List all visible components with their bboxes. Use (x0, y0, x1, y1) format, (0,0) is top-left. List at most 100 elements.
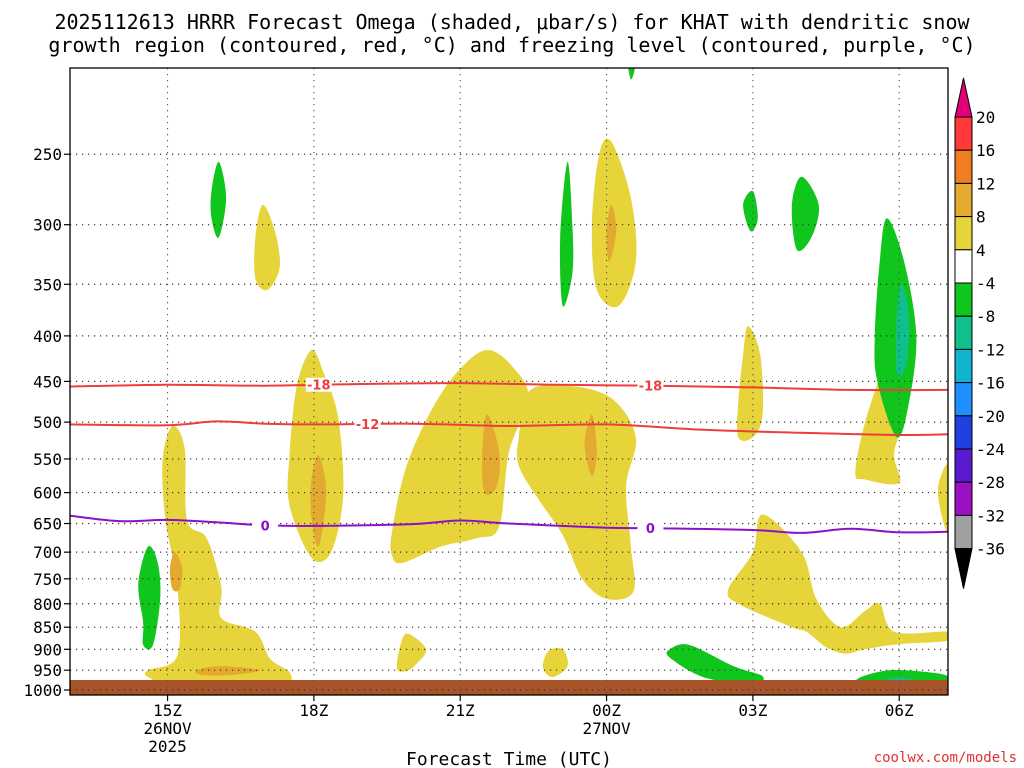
colorbar-segment-4 (954, 249, 973, 284)
y-tick-label-400: 400 (33, 327, 62, 346)
y-tick-label-1000: 1000 (23, 681, 62, 700)
colorbar-label-4: 4 (976, 241, 986, 260)
isotherm-label-bg (305, 377, 332, 392)
isotherm-contours (70, 382, 948, 534)
isotherm-labels: -18 -18 -12 0 0 (252, 377, 664, 537)
colorbar-top-arrow (954, 77, 973, 118)
colorbar-segment-8 (954, 382, 973, 417)
x-tick-label-18Z-0: 18Z (299, 701, 328, 720)
omega-region-17 (606, 204, 617, 262)
omega-region-0 (144, 425, 292, 687)
chart-title-line2: growth region (contoured, red, °C) and f… (48, 33, 975, 57)
isotherm-label-bg (637, 378, 664, 393)
colorbar-segment-3 (954, 216, 973, 251)
omega-region-28 (895, 284, 910, 377)
y-tick-label-250: 250 (33, 145, 62, 164)
y-tick-label-700: 700 (33, 543, 62, 562)
omega-region-8 (736, 326, 764, 441)
y-axis: 250 300 350 400 450 500 550 600 650 700 750 800 850 9… (23, 145, 70, 700)
x-tick-label-06Z-0: 06Z (885, 701, 914, 720)
colorbar-label-0: 20 (976, 108, 995, 127)
y-tick-label-850: 850 (33, 618, 62, 637)
omega-region-6 (542, 648, 568, 678)
colorbar-segment-1 (954, 149, 973, 184)
colorbar-label-8: -16 (976, 374, 1005, 393)
x-tick-label-21Z-0: 21Z (446, 701, 475, 720)
x-axis-label: Forecast Time (UTC) (406, 749, 612, 768)
grid-lines (70, 68, 948, 695)
x-tick-label-15Z-0: 15Z (153, 701, 182, 720)
omega-region-2 (287, 349, 344, 563)
omega-region-21 (559, 161, 574, 307)
x-tick-label-00Z-1: 27NOV (582, 719, 631, 738)
isotherm-label-bg (252, 518, 279, 533)
colorbar-segment-12 (954, 514, 973, 550)
omega-region-26 (666, 644, 764, 685)
y-tick-label-300: 300 (33, 216, 62, 235)
credit-text: coolwx.com/models (874, 750, 1017, 766)
colorbar-label-6: -8 (976, 307, 995, 326)
x-tick-label-15Z-2: 2025 (148, 737, 187, 756)
isotherm-label-bg (354, 417, 381, 432)
y-tick-label-600: 600 (33, 484, 62, 503)
isotherm-label-bg (637, 521, 664, 536)
omega-region-5 (516, 384, 637, 600)
omega-region-3 (396, 633, 427, 672)
y-tick-label-800: 800 (33, 595, 62, 614)
x-tick-label-15Z-1: 26NOV (143, 719, 192, 738)
isotherm-label-0-1: -18 (639, 380, 663, 395)
omega-region-22 (628, 68, 635, 80)
y-tick-label-500: 500 (33, 413, 62, 432)
colorbar-label-9: -20 (976, 407, 1005, 426)
isotherm-label-2-1: 0 (646, 522, 655, 537)
omega-region-4 (390, 350, 529, 564)
colorbar-label-2: 12 (976, 174, 995, 193)
ground-surface (70, 680, 948, 695)
colorbar-segment-9 (954, 415, 973, 450)
omega-region-16 (584, 414, 597, 477)
omega-region-11 (937, 464, 948, 532)
x-tick-label-00Z-0: 00Z (592, 701, 621, 720)
colorbar-segment-2 (954, 182, 973, 218)
omega-region-9 (727, 514, 948, 654)
colorbar-label-5: -4 (976, 274, 995, 293)
omega-region-25 (874, 218, 917, 438)
colorbar-segment-7 (954, 348, 973, 384)
colorbar-label-13: -36 (976, 540, 1005, 559)
colorbar: 20 16 12 8 4 -4 -8 -12 -16 -20 -24 -28 -32 -36 (954, 77, 1005, 589)
y-tick-label-950: 950 (33, 661, 62, 680)
y-tick-label-550: 550 (33, 450, 62, 469)
omega-region-13 (195, 666, 261, 676)
y-tick-label-750: 750 (33, 570, 62, 589)
omega-region-23 (743, 190, 758, 232)
colorbar-label-7: -12 (976, 340, 1005, 359)
colorbar-label-10: -24 (976, 440, 1005, 459)
colorbar-label-12: -32 (976, 506, 1005, 525)
y-tick-label-350: 350 (33, 275, 62, 294)
colorbar-bottom-arrow (954, 548, 973, 589)
isotherm-line-1 (70, 420, 948, 437)
omega-region-12 (169, 552, 183, 592)
colorbar-label-3: 8 (976, 208, 986, 227)
omega-region-24 (791, 176, 820, 252)
isotherm-label-0-0: -18 (307, 379, 331, 394)
colorbar-segment-5 (954, 282, 973, 317)
isotherm-label-1-0: -12 (356, 418, 380, 433)
isotherm-line-2 (70, 514, 948, 534)
omega-shading (138, 68, 948, 687)
isotherm-line-0 (70, 382, 948, 392)
isotherm-label-2-0: 0 (261, 519, 270, 534)
y-tick-label-900: 900 (33, 640, 62, 659)
x-tick-label-03Z-0: 03Z (738, 701, 767, 720)
colorbar-segment-10 (954, 448, 973, 483)
omega-region-15 (482, 414, 500, 495)
chart-title-line1: 2025112613 HRRR Forecast Omega (shaded, … (54, 10, 970, 34)
omega-region-20 (210, 161, 227, 238)
y-tick-label-450: 450 (33, 372, 62, 391)
colorbar-label-1: 16 (976, 141, 995, 160)
colorbar-segment-11 (954, 481, 973, 516)
omega-region-1 (254, 204, 280, 291)
omega-region-19 (138, 545, 161, 650)
y-tick-label-650: 650 (33, 515, 62, 534)
